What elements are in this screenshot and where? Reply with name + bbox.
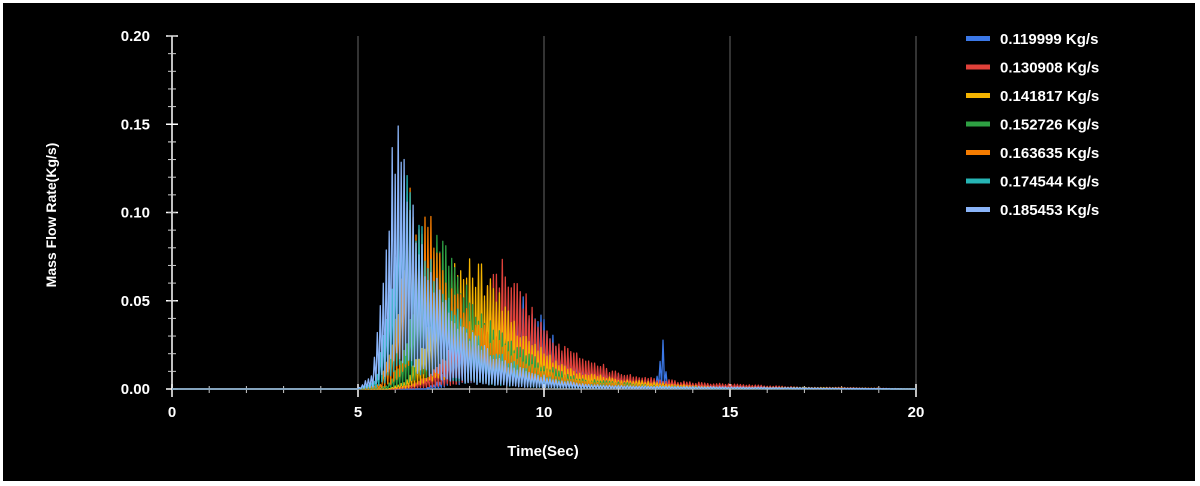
- y-axis-title: Mass Flow Rate(Kg/s): [43, 143, 59, 288]
- legend-swatch-2: [966, 93, 990, 98]
- legend-label-0: 0.119999 Kg/s: [1000, 31, 1098, 48]
- legend-entry-6: 0.185453 Kg/s: [966, 202, 1099, 219]
- legend-swatch-6: [966, 207, 990, 212]
- mass-flow-chart: 0.00 0.05 0.10 0.15 0.20 0 5 10 15 20 Time(Sec) M…: [43, 28, 1099, 460]
- legend-entry-3: 0.152726 Kg/s: [966, 117, 1099, 134]
- x-tick-label-1: 5: [354, 404, 362, 421]
- legend-entry-4: 0.163635 Kg/s: [966, 145, 1099, 162]
- y-tick-label-3: 0.15: [121, 116, 150, 133]
- y-tick-label-4: 0.20: [121, 28, 150, 45]
- x-axis-title: Time(Sec): [507, 443, 578, 460]
- legend-swatch-4: [966, 150, 990, 155]
- legend-entry-1: 0.130908 Kg/s: [966, 60, 1099, 77]
- legend-swatch-1: [966, 64, 990, 70]
- x-tick-label-0: 0: [168, 404, 176, 421]
- y-tick-label-1: 0.05: [121, 293, 150, 310]
- chart-frame: 0.00 0.05 0.10 0.15 0.20 0 5 10 15 20 Time(Sec) M…: [3, 3, 1195, 481]
- legend-swatch-5: [966, 178, 990, 184]
- legend-entry-5: 0.174544 Kg/s: [966, 174, 1099, 191]
- legend-entry-2: 0.141817 Kg/s: [966, 88, 1099, 105]
- legend-label-5: 0.174544 Kg/s: [1000, 174, 1099, 191]
- series-lines: [172, 125, 916, 390]
- y-tick-label-2: 0.10: [121, 205, 150, 222]
- legend-label-2: 0.141817 Kg/s: [1000, 88, 1099, 105]
- legend-swatch-0: [966, 36, 990, 41]
- x-tick-label-3: 15: [722, 404, 739, 421]
- x-tick-label-2: 10: [536, 404, 553, 421]
- legend-label-3: 0.152726 Kg/s: [1000, 117, 1099, 134]
- legend-label-4: 0.163635 Kg/s: [1000, 145, 1099, 162]
- legend-swatch-3: [966, 121, 990, 127]
- x-tick-label-4: 20: [908, 404, 925, 421]
- y-tick-label-0: 0.00: [121, 381, 150, 398]
- legend-entry-0: 0.119999 Kg/s: [966, 31, 1098, 48]
- legend-label-6: 0.185453 Kg/s: [1000, 202, 1099, 219]
- legend-label-1: 0.130908 Kg/s: [1000, 60, 1099, 77]
- series-line-6: [172, 125, 916, 390]
- legend: 0.119999 Kg/s 0.130908 Kg/s 0.141817 Kg/s 0…: [966, 31, 1099, 219]
